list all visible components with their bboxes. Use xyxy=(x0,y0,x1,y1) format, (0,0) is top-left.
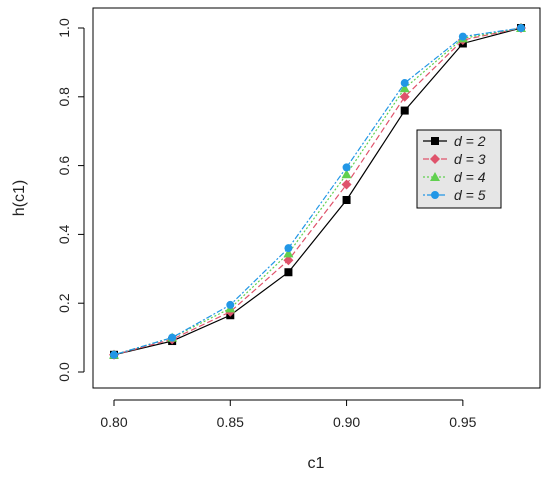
data-point xyxy=(341,169,352,179)
data-point xyxy=(110,350,118,359)
data-point xyxy=(342,163,351,172)
y-axis-title: h(c1) xyxy=(11,180,28,216)
x-tick-label: 0.85 xyxy=(217,414,244,430)
y-tick-label: 1.0 xyxy=(56,18,72,38)
y-tick-label: 0.8 xyxy=(56,87,72,107)
data-point xyxy=(400,106,409,115)
x-tick-label: 0.90 xyxy=(333,414,360,430)
data-point xyxy=(400,79,409,88)
y-tick-label: 0.4 xyxy=(56,224,72,244)
data-point xyxy=(341,179,352,190)
x-tick-label: 0.95 xyxy=(449,414,476,430)
series-line xyxy=(113,27,522,356)
y-axis: 0.0 0.2 0.4 0.6 0.8 1.0 xyxy=(56,18,85,382)
data-point xyxy=(284,268,293,277)
legend-label: d = 3 xyxy=(454,151,486,167)
legend-label: d = 4 xyxy=(454,169,486,185)
y-tick-label: 0.6 xyxy=(56,156,72,176)
y-tick-label: 0.0 xyxy=(56,362,72,382)
x-tick-label: 0.80 xyxy=(100,414,127,430)
series-layer xyxy=(109,23,526,360)
legend-marker xyxy=(430,154,440,164)
data-point xyxy=(284,244,293,253)
data-point xyxy=(283,255,294,266)
legend-marker xyxy=(431,191,439,199)
data-point xyxy=(168,333,177,342)
plot-frame xyxy=(92,7,541,389)
x-axis-title: c1 xyxy=(308,455,325,472)
data-point xyxy=(517,24,525,32)
data-point xyxy=(283,248,294,258)
data-point xyxy=(458,32,467,41)
x-axis: 0.80 0.85 0.90 0.95 xyxy=(100,399,477,430)
y-tick-label: 0.2 xyxy=(56,293,72,313)
legend-marker xyxy=(430,172,440,181)
data-point xyxy=(399,83,410,93)
legend-label: d = 2 xyxy=(454,133,486,149)
data-point xyxy=(226,300,235,309)
series-4 xyxy=(110,24,525,359)
legend-label: d = 5 xyxy=(454,187,486,203)
legend-marker xyxy=(431,137,439,145)
data-point xyxy=(342,196,351,204)
series-line xyxy=(113,27,522,356)
series-line xyxy=(113,27,522,356)
data-point xyxy=(399,91,410,102)
legend: d = 2 d = 3 d = 4 d = 5 xyxy=(416,129,502,209)
